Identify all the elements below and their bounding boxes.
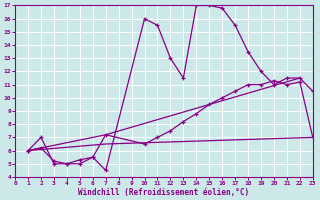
X-axis label: Windchill (Refroidissement éolien,°C): Windchill (Refroidissement éolien,°C) bbox=[78, 188, 250, 197]
